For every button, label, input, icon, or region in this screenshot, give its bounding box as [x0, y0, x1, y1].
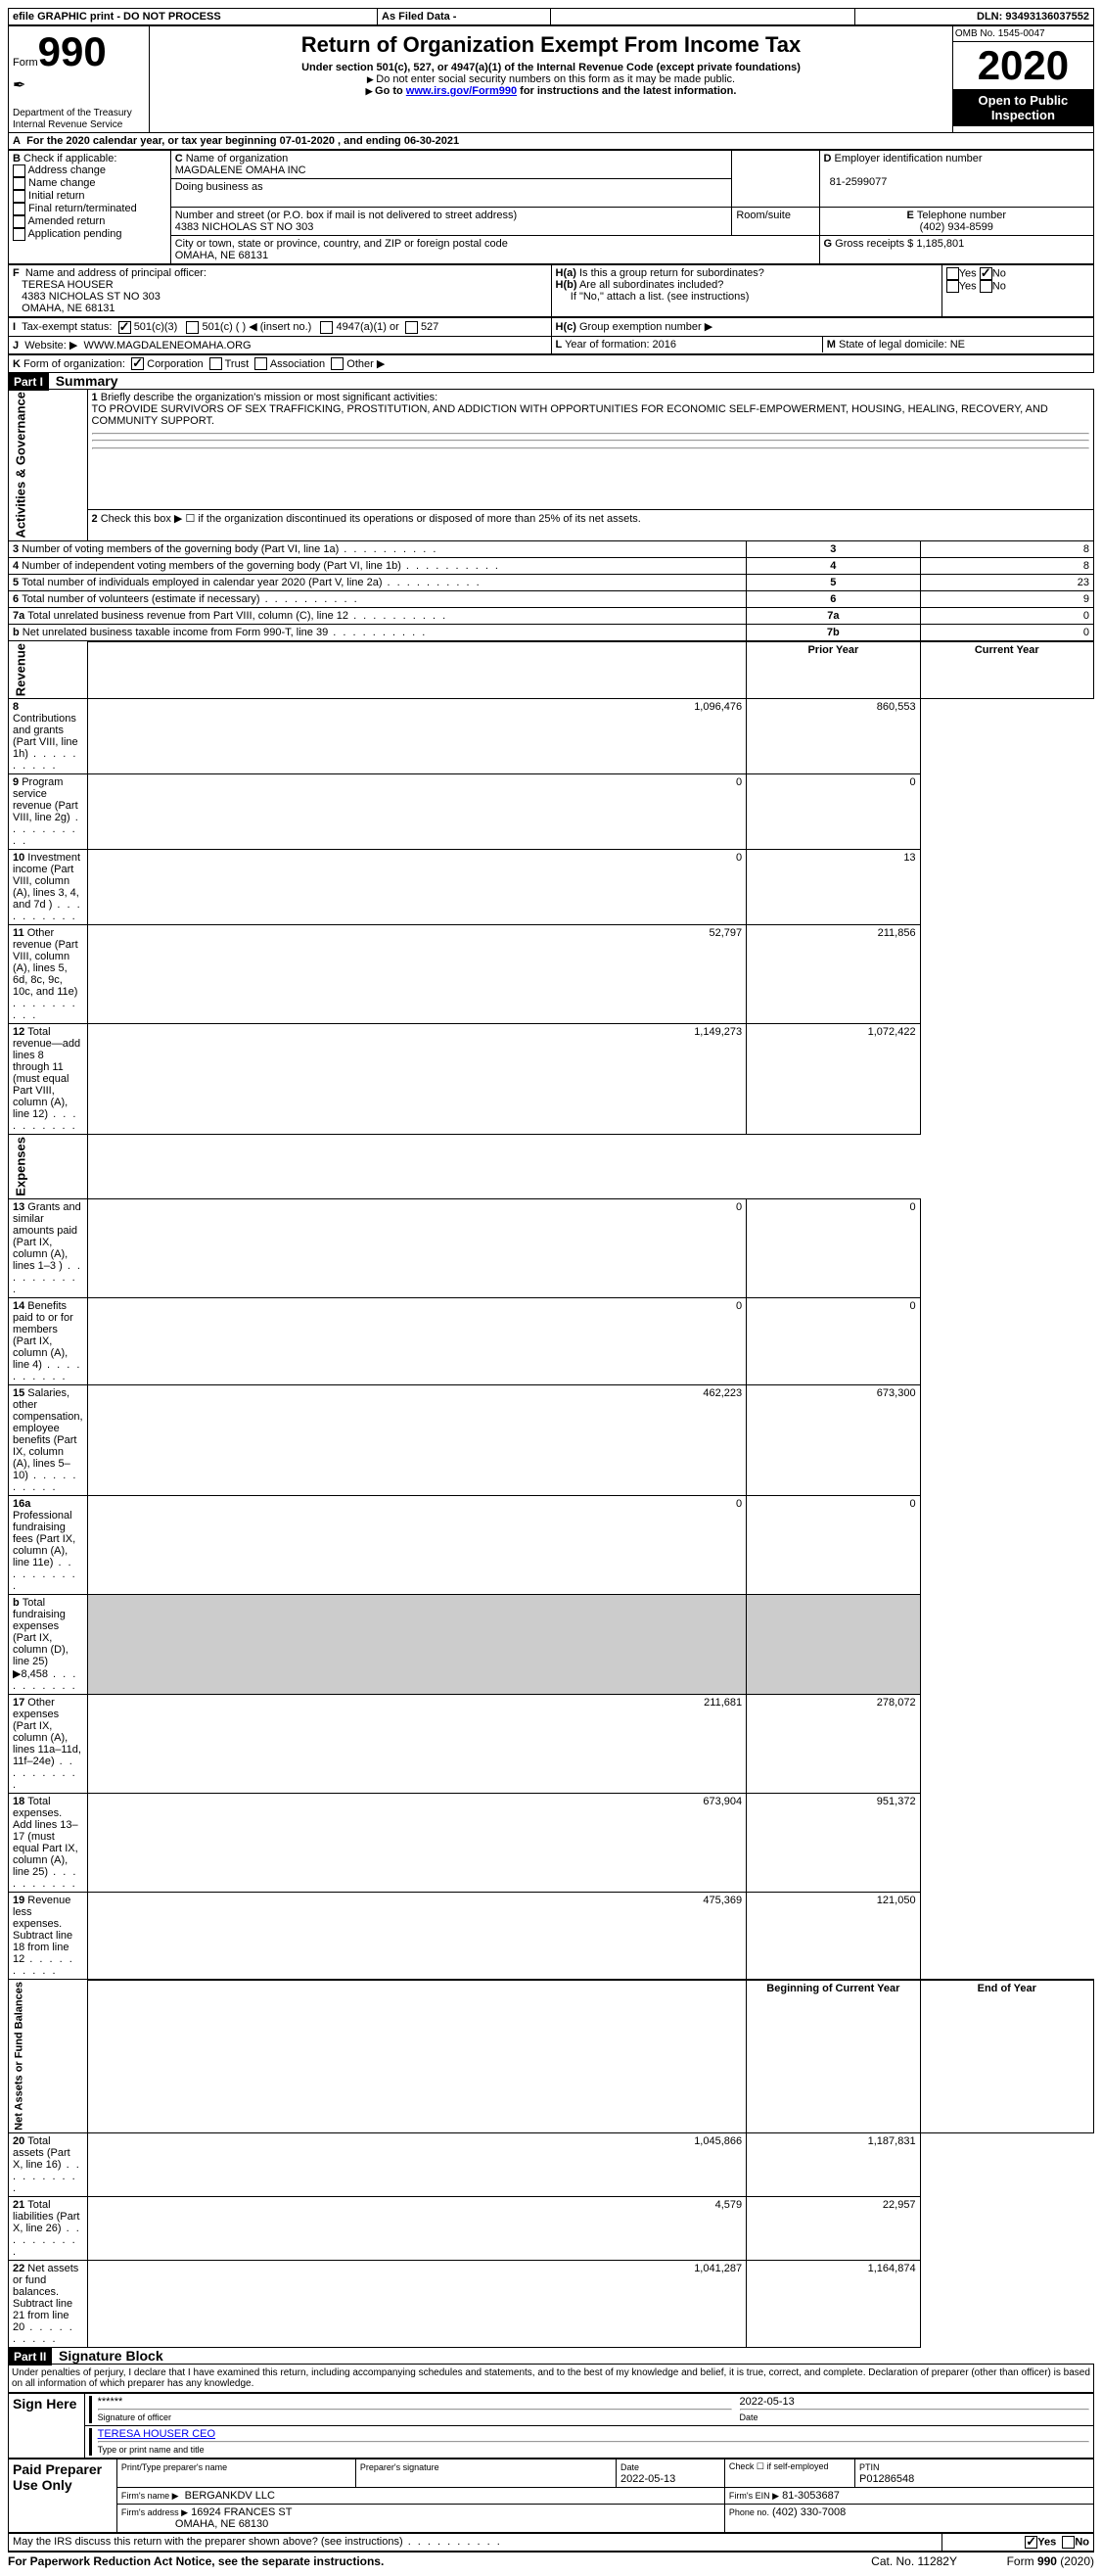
- form-990: 990: [38, 28, 107, 74]
- mission: TO PROVIDE SURVIVORS OF SEX TRAFFICKING,…: [92, 403, 1048, 427]
- sidebar-activities: Activities & Governance: [9, 390, 88, 541]
- discuss-yes[interactable]: [1025, 2536, 1037, 2549]
- i-501c3[interactable]: [118, 321, 131, 334]
- pra: For Paperwork Reduction Act Notice, see …: [8, 2554, 871, 2568]
- irs-link[interactable]: www.irs.gov/Form990: [406, 85, 517, 97]
- dln: DLN: 93493136037552: [855, 9, 1094, 25]
- tax-year: 2020: [953, 42, 1093, 89]
- website: WWW.MAGDALENEOMAHA.ORG: [83, 340, 251, 351]
- ha-yes[interactable]: [946, 267, 959, 280]
- dept: Department of the Treasury Internal Reve…: [13, 108, 132, 130]
- ptin: P01286548: [859, 2473, 914, 2485]
- addr: 4383 NICHOLAS ST NO 303: [175, 221, 314, 233]
- sidebar-revenue: Revenue: [9, 641, 88, 699]
- section-bcdefg: B Check if applicable: Address change Na…: [8, 150, 1094, 264]
- open-to-public: Open to Public Inspection: [953, 89, 1093, 126]
- header-block: Form990 ✒ Department of the Treasury Int…: [8, 25, 1094, 133]
- gross-receipts: 1,185,801: [916, 238, 964, 250]
- phone: (402) 934-8599: [920, 221, 993, 233]
- efile: efile GRAPHIC print - DO NOT PROCESS: [9, 9, 378, 25]
- paid-preparer: Paid Preparer Use Only Print/Type prepar…: [8, 2459, 1094, 2533]
- part1-label: Part I: [8, 373, 49, 391]
- subtitle1: Under section 501(c), 527, or 4947(a)(1)…: [154, 62, 948, 73]
- sign-here: Sign Here ******Signature of officer 202…: [8, 2393, 1094, 2459]
- ha-no[interactable]: [980, 267, 992, 280]
- sign-date: 2022-05-13: [740, 2396, 795, 2408]
- sidebar-netassets: Net Assets or Fund Balances: [9, 1980, 88, 2133]
- catno: Cat. No. 11282Y: [871, 2554, 957, 2568]
- subtitle2: Do not enter social security numbers on …: [154, 73, 948, 85]
- sidebar-expenses: Expenses: [9, 1135, 88, 1199]
- line-a: For the 2020 calendar year, or tax year …: [26, 135, 459, 147]
- part2-label: Part II: [8, 2348, 52, 2365]
- k-corp[interactable]: [131, 357, 144, 370]
- hb-no[interactable]: [980, 280, 992, 293]
- org-name: MAGDALENE OMAHA INC: [175, 164, 306, 176]
- perjury: Under penalties of perjury, I declare th…: [8, 2364, 1094, 2393]
- part1-table: Activities & Governance 1 Briefly descri…: [8, 389, 1094, 2348]
- firm-ein: 81-3053687: [782, 2490, 840, 2502]
- firm: BERGANKDV LLC: [185, 2490, 275, 2502]
- hb-yes[interactable]: [946, 280, 959, 293]
- asfiled: As Filed Data -: [378, 9, 551, 25]
- discuss-no[interactable]: [1062, 2536, 1075, 2549]
- topbar: efile GRAPHIC print - DO NOT PROCESS As …: [8, 8, 1094, 25]
- city: OMAHA, NE 68131: [175, 250, 268, 261]
- ein: 81-2599077: [830, 176, 888, 188]
- prep-phone: (402) 330-7008: [772, 2506, 846, 2518]
- form-title: Return of Organization Exempt From Incom…: [154, 32, 948, 58]
- omb: OMB No. 1545-0047: [953, 26, 1093, 42]
- officer-name[interactable]: TERESA HOUSER CEO: [98, 2428, 215, 2440]
